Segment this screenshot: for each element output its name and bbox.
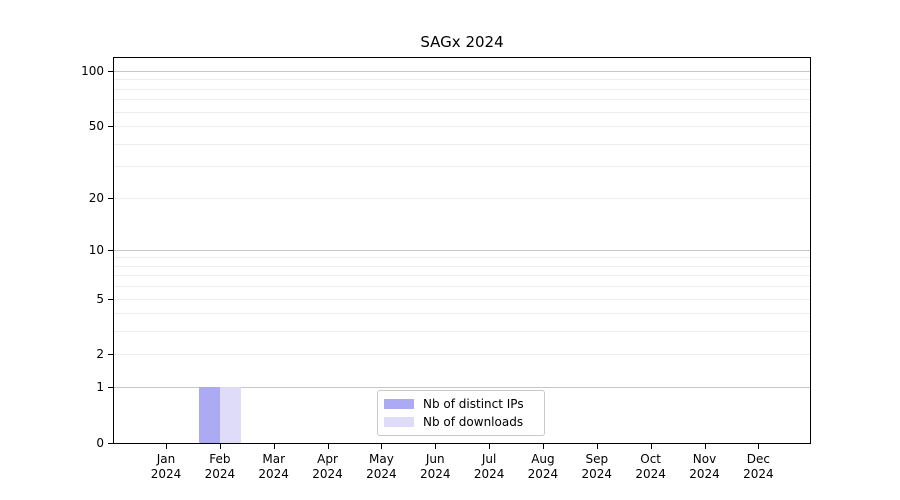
minor-gridline-9 <box>114 257 810 259</box>
x-tick-month-aug: Aug <box>531 452 555 466</box>
legend-swatch-downloads <box>384 417 414 427</box>
x-tick-label-jun: Jun 2024 <box>407 452 463 482</box>
minor-gridline-70 <box>114 99 810 101</box>
minor-gridline-4 <box>114 313 810 315</box>
x-tick-year-apr: 2024 <box>312 467 343 481</box>
x-tick-label-aug: Aug 2024 <box>515 452 571 482</box>
x-tick-year-feb: 2024 <box>204 467 236 481</box>
minor-gridline-80 <box>114 88 810 90</box>
minor-gridline-8 <box>114 265 810 267</box>
x-tick-sep <box>596 444 598 449</box>
x-tick-year-jun: 2024 <box>419 467 451 481</box>
minor-gridline-30 <box>114 166 810 168</box>
minor-gridline-20 <box>114 197 810 199</box>
bar-nb-of-distinct-ips-feb <box>198 387 220 443</box>
x-tick-label-may: May 2024 <box>353 452 409 482</box>
plot-area <box>113 57 811 444</box>
bar-nb-of-downloads-feb <box>219 387 241 443</box>
x-tick-jul <box>489 444 491 449</box>
x-tick-year-oct: 2024 <box>635 467 666 481</box>
minor-gridline-2 <box>114 354 810 356</box>
y-tick-label-0: 0 <box>96 436 104 450</box>
y-tick-50 <box>108 126 113 128</box>
x-tick-year-sep: 2024 <box>581 467 613 481</box>
legend: Nb of distinct IPs Nb of downloads <box>377 390 545 436</box>
x-tick-mar <box>273 444 275 449</box>
x-tick-month-apr: Apr <box>317 452 338 466</box>
x-tick-year-nov: 2024 <box>689 467 720 481</box>
y-tick-0 <box>108 443 113 444</box>
x-tick-month-nov: Nov <box>692 452 717 466</box>
minor-gridline-6 <box>114 286 810 288</box>
x-tick-month-sep: Sep <box>585 452 609 466</box>
legend-row-downloads: Nb of downloads <box>384 415 544 429</box>
x-tick-label-feb: Feb 2024 <box>192 452 248 482</box>
y-tick-5 <box>108 298 113 300</box>
y-tick-100 <box>108 71 113 72</box>
x-tick-year-mar: 2024 <box>258 467 289 481</box>
y-tick-20 <box>108 197 113 199</box>
minor-gridline-50 <box>114 126 810 128</box>
y-tick-1 <box>108 387 113 389</box>
x-tick-month-mar: Mar <box>262 452 285 466</box>
x-tick-dec <box>758 444 760 449</box>
x-tick-month-jul: Jul <box>481 452 497 466</box>
x-tick-jan <box>166 444 167 449</box>
x-tick-month-oct: Oct <box>640 452 662 466</box>
y-tick-2 <box>108 354 113 356</box>
y-tick-label-5: 5 <box>96 291 104 306</box>
x-tick-feb <box>219 444 221 449</box>
x-tick-may <box>381 444 383 449</box>
x-tick-month-may: May <box>368 452 394 466</box>
y-tick-label-2: 2 <box>96 347 104 362</box>
y-tick-label-100: 100 <box>81 64 104 78</box>
major-gridline-10 <box>114 249 810 251</box>
x-tick-nov <box>704 444 706 449</box>
x-tick-jun <box>435 444 437 449</box>
x-tick-year-jan: 2024 <box>150 467 182 481</box>
legend-swatch-distinct-ips <box>384 399 414 409</box>
minor-gridline-5 <box>114 298 810 300</box>
legend-label-distinct-ips: Nb of distinct IPs <box>423 397 524 411</box>
major-gridline-100 <box>114 71 810 72</box>
legend-label-downloads: Nb of downloads <box>423 415 524 429</box>
x-tick-month-dec: Dec <box>746 452 770 466</box>
x-tick-month-jun: Jun <box>425 452 445 466</box>
legend-row-distinct-ips: Nb of distinct IPs <box>384 397 544 411</box>
x-tick-label-jan: Jan 2024 <box>138 452 194 482</box>
x-tick-year-may: 2024 <box>366 467 397 481</box>
y-tick-label-50: 50 <box>88 119 104 134</box>
x-tick-month-jan: Jan <box>156 452 176 466</box>
x-tick-label-jul: Jul 2024 <box>461 452 517 482</box>
y-tick-label-10: 10 <box>88 242 104 257</box>
x-tick-month-feb: Feb <box>209 452 231 466</box>
x-tick-label-apr: Apr 2024 <box>300 452 356 482</box>
major-gridline-1 <box>114 387 810 389</box>
minor-gridline-60 <box>114 111 810 113</box>
minor-gridline-7 <box>114 275 810 277</box>
x-tick-aug <box>542 444 544 449</box>
x-tick-label-oct: Oct 2024 <box>623 452 679 482</box>
y-tick-label-20: 20 <box>88 190 104 205</box>
x-tick-label-sep: Sep 2024 <box>569 452 625 482</box>
y-tick-label-1: 1 <box>96 380 104 395</box>
x-tick-oct <box>650 444 652 449</box>
x-tick-year-dec: 2024 <box>743 467 774 481</box>
x-tick-label-mar: Mar 2024 <box>246 452 302 482</box>
minor-gridline-90 <box>114 79 810 81</box>
minor-gridline-3 <box>114 331 810 333</box>
y-tick-10 <box>108 249 113 251</box>
minor-gridline-40 <box>114 143 810 145</box>
x-tick-label-nov: Nov 2024 <box>677 452 733 482</box>
x-tick-apr <box>327 444 329 449</box>
chart-title: SAGx 2024 <box>420 33 504 51</box>
x-tick-year-aug: 2024 <box>527 467 559 481</box>
x-tick-label-dec: Dec 2024 <box>730 452 786 482</box>
x-tick-year-jul: 2024 <box>473 467 505 481</box>
